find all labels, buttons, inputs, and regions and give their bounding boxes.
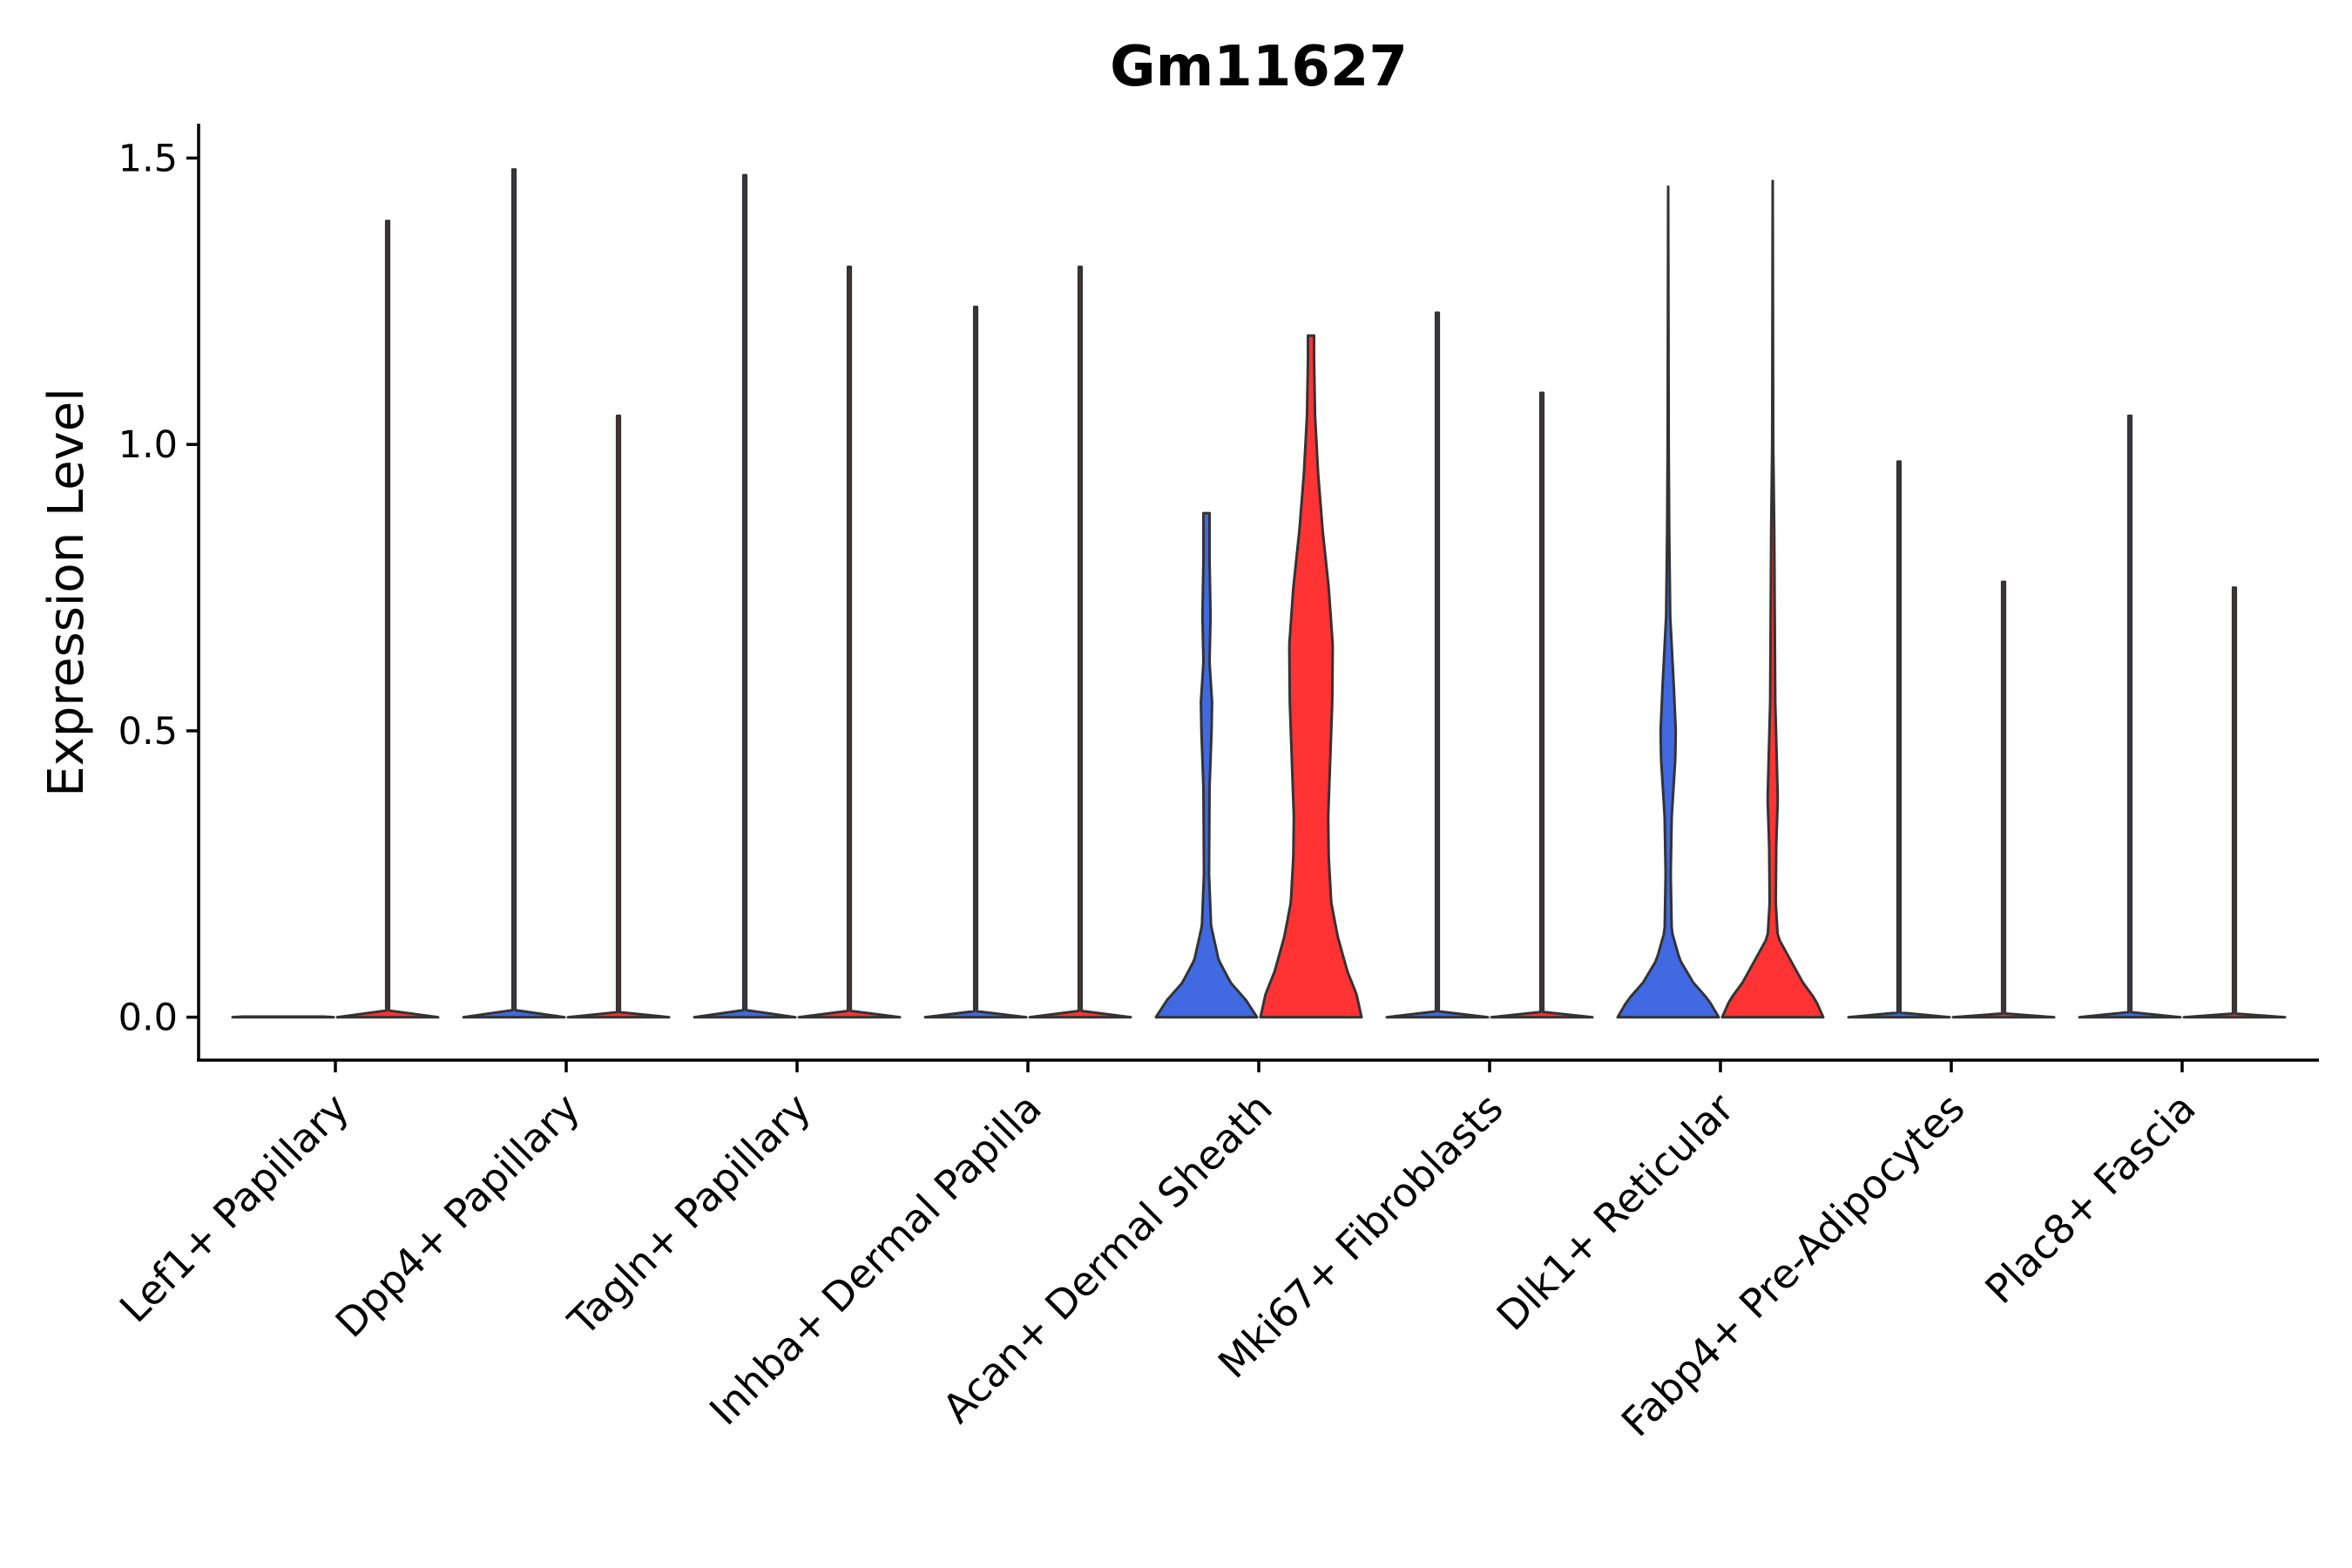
violin-red-4 [1259,334,1363,1019]
y-axis-label: Expression Level [38,388,95,797]
x-tick-label: Dpp4+ Papillary [327,1085,589,1347]
violin-red-0 [335,220,440,1019]
violin-blue-1 [462,168,566,1019]
y-tick-label: 0.5 [118,710,178,754]
x-tick-label: Tagln+ Papillary [558,1085,820,1346]
violin-red-2 [797,265,902,1019]
violin-red-7 [1951,580,2056,1019]
x-tick-label: Dlk1+ Reticular [1488,1085,1743,1340]
y-tick-label: 1.0 [118,423,178,467]
violin-blue-6 [1616,185,1720,1019]
violin-red-1 [566,414,671,1019]
y-ticks: 0.0 0.5 1.0 1.5 [118,137,199,1040]
y-tick-label: 0.0 [118,997,178,1040]
violin-group [231,168,2287,1019]
violin-red-3 [1028,265,1132,1019]
violin-blue-8 [2078,414,2182,1019]
x-tick-label: Lef1+ Papillary [111,1085,358,1332]
y-tick-label: 1.5 [118,137,178,180]
violin-blue-7 [1847,460,1951,1019]
violin-red-6 [1720,179,1825,1019]
violin-blue-5 [1385,311,1490,1019]
violin-red-5 [1490,391,1594,1019]
violin-red-8 [2182,586,2287,1019]
chart-title: Gm11627 [1110,35,1408,99]
violin-blue-3 [923,305,1028,1019]
violin-blue-4 [1154,511,1259,1019]
x-tick-label: Plac8+ Fascia [1976,1085,2204,1313]
violin-blue-2 [693,173,797,1019]
